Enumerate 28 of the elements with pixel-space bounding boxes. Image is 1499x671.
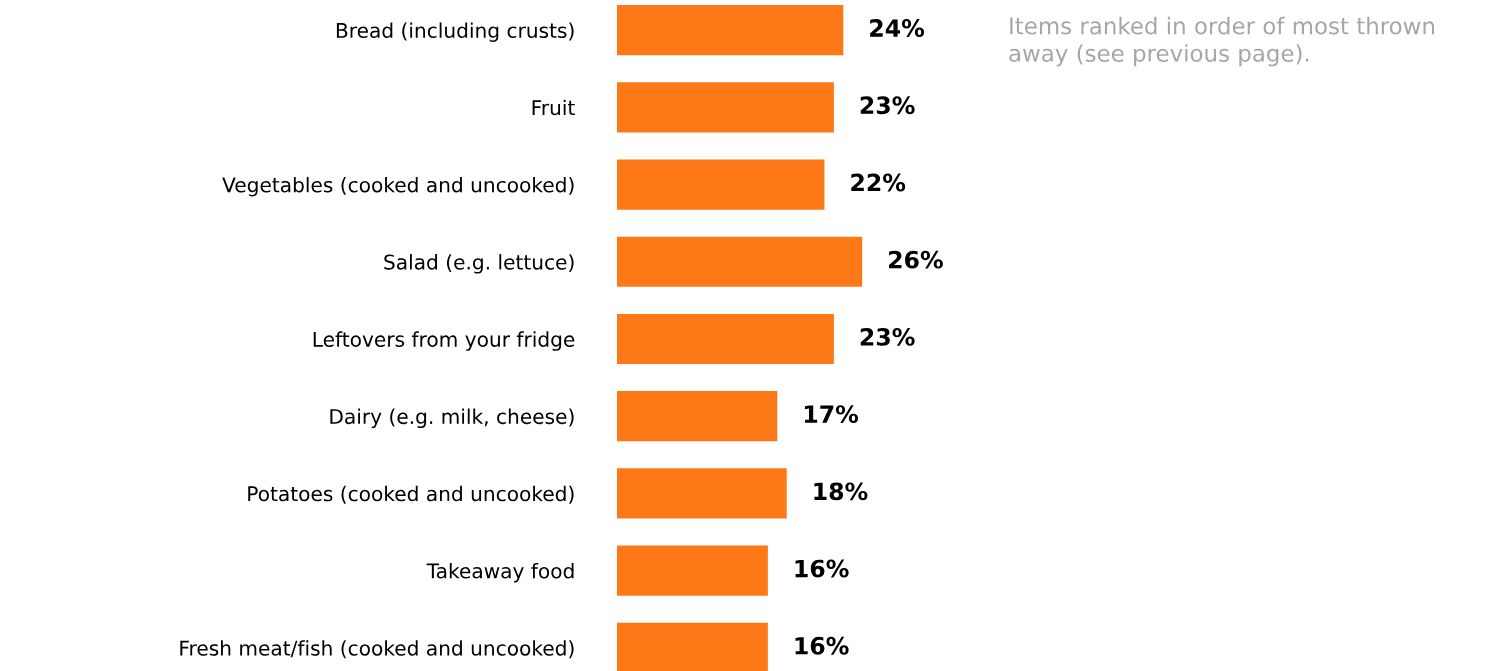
- y-tick-label: Bread (including crusts): [336, 22, 574, 42]
- y-tick-label: Salad (e.g. lettuce): [384, 254, 574, 274]
- bar: [617, 622, 768, 671]
- data-label: 22%: [851, 173, 906, 192]
- bar: [617, 5, 844, 56]
- y-tick-label: Vegetables (cooked and uncooked): [222, 176, 574, 197]
- y-tick-label: Fresh meat/fish (cooked and uncooked): [180, 640, 574, 659]
- data-label: 23%: [860, 327, 915, 346]
- bar: [617, 468, 787, 519]
- data-label: 18%: [814, 482, 868, 501]
- data-label: 17%: [804, 405, 859, 424]
- data-label: 16%: [795, 559, 849, 578]
- bar: [617, 82, 834, 133]
- data-label: 16%: [795, 636, 849, 655]
- data-label: 23%: [860, 96, 915, 115]
- y-tick-label: Potatoes (cooked and uncooked): [248, 485, 574, 504]
- y-tick-label: Dairy (e.g. milk, cheese): [330, 408, 574, 429]
- data-label: 26%: [889, 250, 943, 269]
- bar: [617, 313, 834, 365]
- y-tick-label: Leftovers from your fridge: [313, 331, 575, 351]
- text: Items ranked in order of most thrown away (see previous page).: [1009, 16, 1435, 67]
- bar: [617, 545, 768, 596]
- bar: [617, 159, 825, 210]
- data-label: 24%: [870, 19, 925, 37]
- y-tick-label: Takeaway food: [426, 562, 574, 583]
- bar: [617, 236, 863, 287]
- bar: [617, 391, 778, 442]
- y-tick-label: Fruit: [532, 99, 575, 116]
